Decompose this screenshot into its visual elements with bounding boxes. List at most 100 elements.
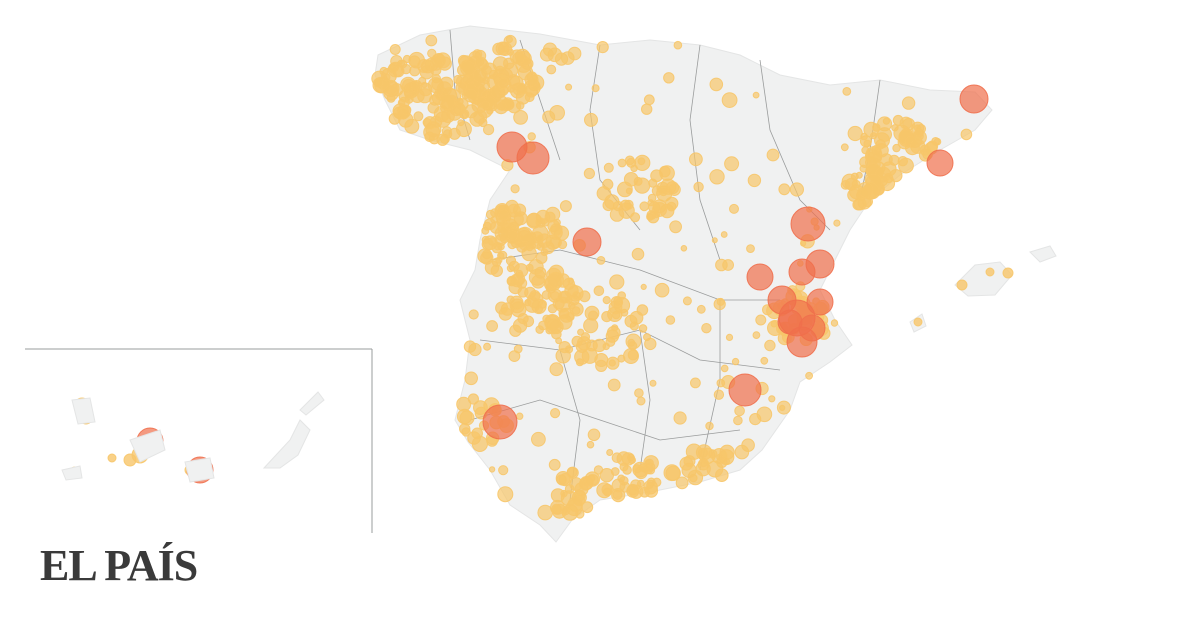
bubble — [549, 236, 562, 249]
bubble — [603, 162, 614, 173]
bubble — [565, 83, 573, 91]
bubble — [617, 291, 627, 300]
bubble — [410, 90, 417, 98]
bubble — [455, 81, 467, 93]
bubble — [755, 314, 767, 326]
bubble — [555, 471, 571, 486]
bubble — [734, 444, 750, 460]
bubble — [578, 290, 591, 303]
bubble — [644, 484, 659, 498]
bubble — [607, 378, 621, 392]
bubble — [548, 458, 561, 471]
bubble — [806, 288, 834, 316]
bubble — [713, 389, 725, 400]
bubble — [649, 379, 657, 387]
bubble — [560, 489, 568, 498]
bubble — [627, 349, 639, 361]
bubble — [624, 314, 638, 328]
bubble — [567, 277, 575, 285]
bubble — [583, 318, 599, 334]
bubble — [779, 404, 786, 411]
bubble — [421, 81, 428, 89]
island — [262, 419, 311, 469]
bubble — [697, 458, 710, 471]
bubble — [646, 465, 656, 475]
bubble — [483, 124, 495, 136]
bubble — [711, 237, 718, 244]
bubble — [673, 411, 687, 425]
bubble — [545, 318, 562, 335]
bubble — [601, 311, 613, 323]
bubble — [404, 118, 420, 134]
bubble — [639, 201, 650, 212]
bubble — [693, 181, 704, 193]
bubble — [624, 155, 635, 166]
bubble — [459, 410, 475, 426]
bubble — [123, 453, 137, 467]
bubble — [764, 339, 776, 352]
bubble — [617, 354, 626, 363]
bubble — [643, 94, 655, 106]
bubble — [874, 132, 890, 149]
bubble — [786, 326, 818, 358]
bubble — [789, 182, 805, 197]
bubble — [555, 337, 562, 345]
bubble — [654, 282, 670, 298]
bubble — [516, 241, 528, 253]
bubble — [752, 331, 761, 340]
bubble — [630, 164, 638, 173]
bubble — [500, 45, 509, 53]
bubble — [731, 357, 740, 366]
bubble — [486, 320, 499, 332]
bubble — [542, 42, 558, 57]
bubble — [456, 396, 472, 412]
bubble — [833, 219, 841, 227]
bubble — [959, 84, 989, 114]
bubble — [830, 319, 839, 327]
bubble — [516, 141, 550, 175]
bubble — [498, 209, 510, 221]
bubble — [505, 35, 513, 44]
bubble — [716, 297, 725, 306]
bubble — [675, 476, 689, 490]
bubble — [464, 371, 479, 386]
bubble — [524, 296, 541, 313]
bubble — [510, 184, 520, 194]
bubble — [508, 211, 524, 227]
bubble — [472, 68, 488, 83]
bubble — [535, 325, 545, 334]
bubble — [708, 449, 718, 459]
bubble — [617, 158, 627, 168]
bubble — [705, 421, 714, 431]
bubble — [625, 333, 642, 350]
bubble — [766, 148, 780, 162]
bubble — [427, 48, 437, 59]
bubble — [720, 364, 729, 373]
bubble — [619, 481, 631, 493]
bubble — [680, 245, 688, 252]
bubble — [634, 465, 648, 479]
bubble — [506, 264, 515, 273]
bubble — [593, 285, 605, 297]
bubble — [516, 82, 528, 95]
bubble — [480, 251, 494, 265]
bubble — [877, 116, 893, 132]
bubble — [805, 249, 835, 279]
bubble — [550, 223, 563, 236]
bubble — [663, 72, 675, 84]
bubble — [729, 203, 739, 214]
bubble — [768, 395, 776, 403]
bubble — [724, 156, 740, 172]
bubble — [709, 77, 724, 92]
bubble — [701, 323, 712, 334]
bubble — [611, 452, 623, 464]
bubble — [790, 206, 826, 242]
bubble — [567, 496, 583, 512]
bubble — [722, 457, 731, 466]
bubble — [383, 85, 400, 101]
bubble — [561, 51, 575, 65]
bubble — [641, 103, 653, 115]
bubble — [549, 105, 566, 121]
bubble — [593, 465, 604, 475]
bubble — [644, 337, 657, 351]
